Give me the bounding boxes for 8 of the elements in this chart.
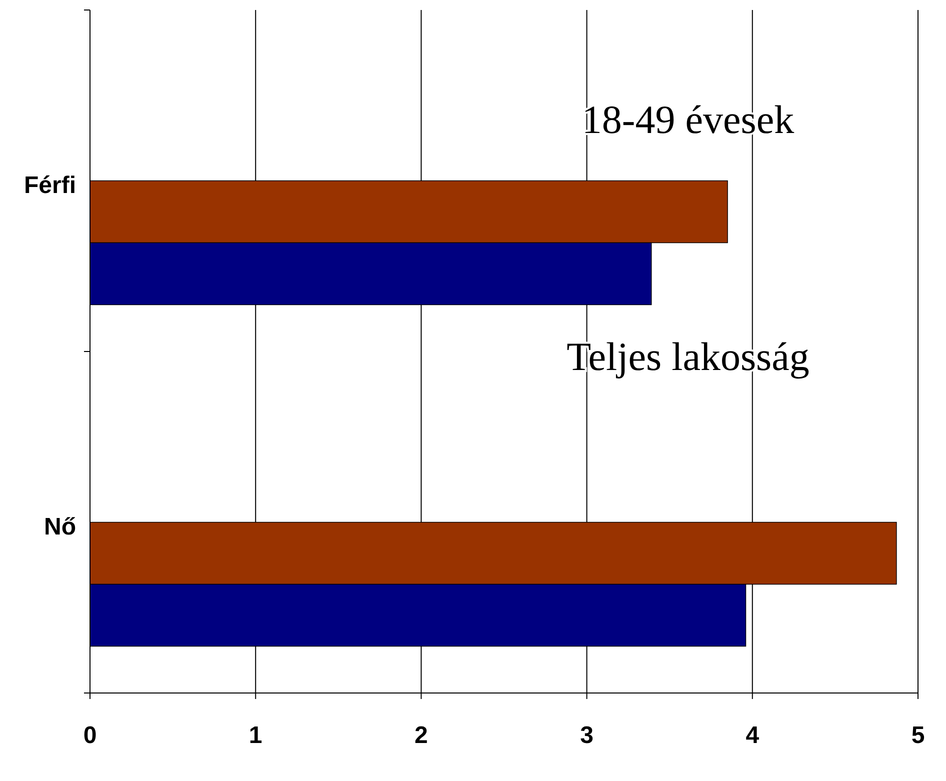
x-tick-label: 5 [911, 722, 925, 749]
x-tick-label: 0 [83, 722, 97, 749]
y-tick-label: Férfi [24, 172, 76, 199]
x-tick-label: 4 [746, 722, 760, 749]
x-tick-label: 2 [414, 722, 428, 749]
y-tick-label: Nő [44, 513, 76, 540]
x-tick-label: 1 [248, 722, 262, 749]
x-tick-label: 3 [580, 722, 594, 749]
